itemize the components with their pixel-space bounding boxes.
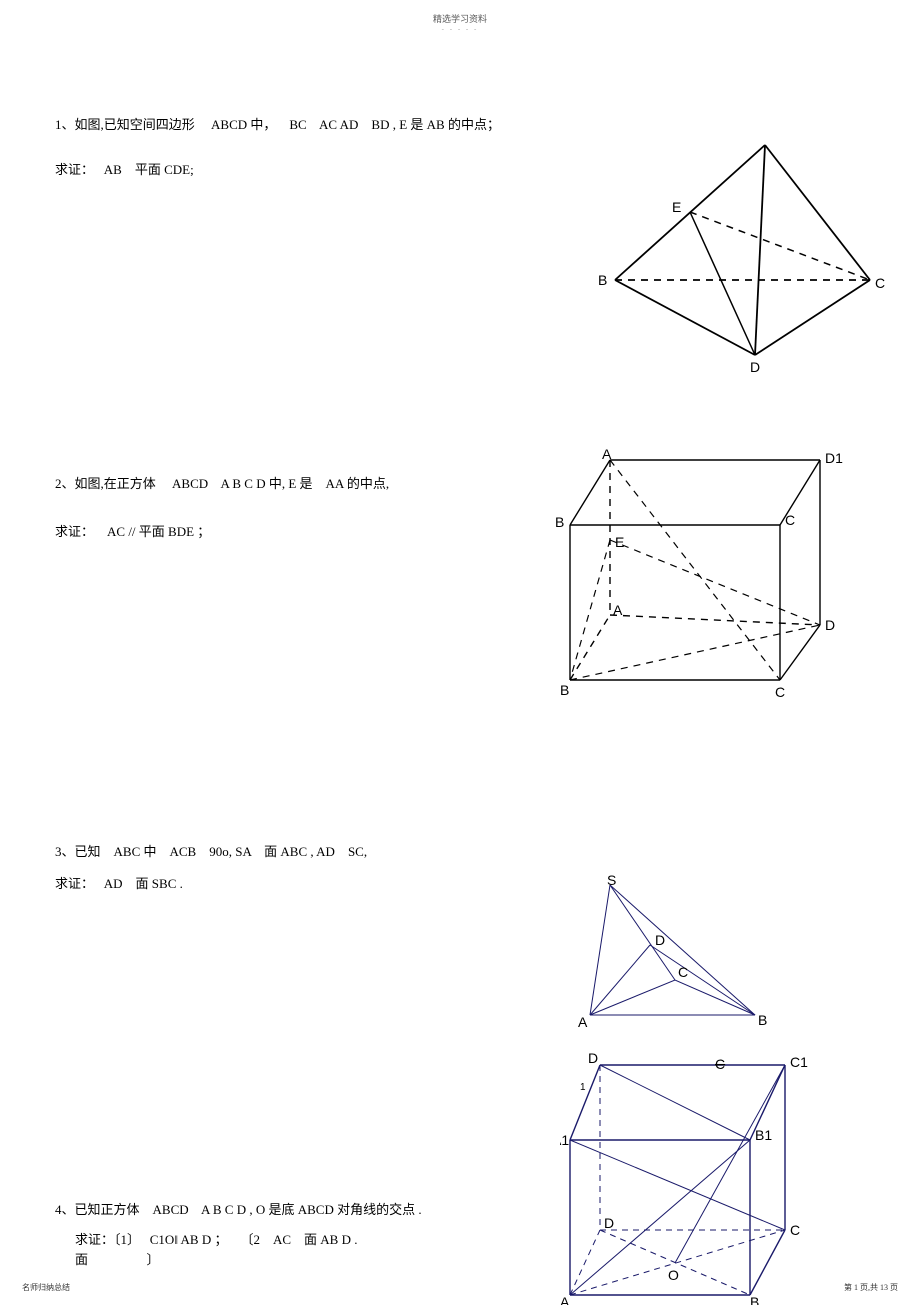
p4-text: ABCD xyxy=(153,1202,189,1217)
label: C1 xyxy=(790,1054,808,1070)
figure-2: A D1 B C A D B C E xyxy=(555,445,875,709)
header-sub: - - - - - xyxy=(433,25,487,33)
label: C xyxy=(790,1222,800,1238)
label-C: C xyxy=(875,275,885,291)
p3-text: 面 ABC , AD xyxy=(264,844,335,859)
problem-3-proof: 求证： AD 面 SBC . xyxy=(55,872,183,897)
p4-text: 求证：〔1〕 xyxy=(75,1232,140,1247)
p1-text: 求证： xyxy=(55,162,94,177)
p4-text: A B C D , O 是底 ABCD 对角线的交点 . xyxy=(201,1202,422,1217)
label: 1 xyxy=(580,1082,586,1093)
p3-text: ABC 中 xyxy=(114,844,157,859)
p1-text: 1、如图,已知空间四边形 xyxy=(55,117,195,132)
label: B1 xyxy=(755,1127,772,1143)
label: D1 xyxy=(825,450,843,466)
label: S xyxy=(607,875,616,888)
label: O xyxy=(668,1267,679,1283)
figure-4-svg: D 1 C1 A1 B1 D C A B O C xyxy=(560,1045,840,1305)
p3-text: 3、已知 xyxy=(55,844,101,859)
p1-text: BD , E 是 AB 的中点； xyxy=(371,117,500,132)
problem-2: 2、如图,在正方体 ABCD A B C D 中, E 是 AA 的中点, xyxy=(55,472,389,497)
problem-2-proof: 求证： AC // 平面 BDE ； xyxy=(55,520,210,545)
p3-text: 求证： xyxy=(55,876,94,891)
figure-1-svg: B C D E xyxy=(560,130,890,380)
p3-text: SC, xyxy=(348,844,367,859)
p3-text: 面 SBC . xyxy=(136,876,183,891)
problem-4: 4、已知正方体 ABCD A B C D , O 是底 ABCD 对角线的交点 … xyxy=(55,1198,422,1223)
figure-4: D 1 C1 A1 B1 D C A B O C xyxy=(560,1045,840,1309)
figure-3: S A B C D xyxy=(560,875,790,1039)
p2-text: AA 的中点, xyxy=(326,476,390,491)
figure-2-svg: A D1 B C A D B C E xyxy=(555,445,875,705)
label: A xyxy=(602,446,612,462)
p1-text: AC AD xyxy=(319,117,358,132)
label-B: B xyxy=(598,272,607,288)
figure-1: B C D E xyxy=(560,130,890,384)
p1-text: BC xyxy=(289,117,306,132)
label: B xyxy=(560,682,569,698)
label: C xyxy=(775,684,785,700)
label-D: D xyxy=(750,359,760,375)
footer-right: 第 1 页,共 13 页 xyxy=(844,1282,898,1293)
figure-3-svg: S A B C D xyxy=(560,875,790,1035)
problem-4-proof2: 面 〕 xyxy=(75,1248,160,1273)
problem-1: 1、如图,已知空间四边形 ABCD 中， BC AC AD BD , E 是 A… xyxy=(55,113,500,138)
footer-left: 名师归纳总结 xyxy=(22,1282,70,1293)
p3-text: ACB xyxy=(170,844,197,859)
header-title: 精选学习资料 xyxy=(433,12,487,25)
label: C xyxy=(785,512,795,528)
p4-text: 〔2 xyxy=(240,1232,260,1247)
p1-text: ABCD 中， xyxy=(211,117,276,132)
p4-text: AC xyxy=(273,1232,291,1247)
p3-text: AD xyxy=(104,876,123,891)
label: B xyxy=(555,514,564,530)
problem-3: 3、已知 ABC 中 ACB 90o, SA 面 ABC , AD SC, xyxy=(55,840,367,865)
label: A xyxy=(560,1294,570,1305)
p2-text: A B C D 中, E 是 xyxy=(220,476,312,491)
p4-text: C1O‖ AB D ； xyxy=(150,1232,228,1247)
p2-text: 求证： xyxy=(55,524,94,539)
label: D xyxy=(825,617,835,633)
label: A1 xyxy=(560,1132,569,1148)
label: E xyxy=(615,534,624,550)
p4-text: 4、已知正方体 xyxy=(55,1202,140,1217)
p3-text: 90o, SA xyxy=(209,844,251,859)
label-strike: C xyxy=(715,1056,725,1072)
p4-text: 面 xyxy=(75,1252,88,1267)
p4-text: 〕 xyxy=(147,1252,160,1267)
p1-text: 平面 CDE; xyxy=(135,162,194,177)
p1-text: AB xyxy=(104,162,122,177)
label-E: E xyxy=(672,199,681,215)
p2-text: AC // 平面 BDE ； xyxy=(107,524,210,539)
label: D xyxy=(655,932,665,948)
label: C xyxy=(678,964,688,980)
p2-text: ABCD xyxy=(172,476,208,491)
p2-text: 2、如图,在正方体 xyxy=(55,476,156,491)
page-header: 精选学习资料 - - - - - xyxy=(433,12,487,33)
label: D xyxy=(604,1215,614,1231)
label: B xyxy=(758,1012,767,1028)
p4-text: 面 AB D . xyxy=(304,1232,357,1247)
label: A xyxy=(578,1014,588,1030)
label: B xyxy=(750,1294,759,1305)
problem-1-proof: 求证： AB 平面 CDE; xyxy=(55,158,194,183)
label: D xyxy=(588,1050,598,1066)
label: A xyxy=(613,602,623,618)
